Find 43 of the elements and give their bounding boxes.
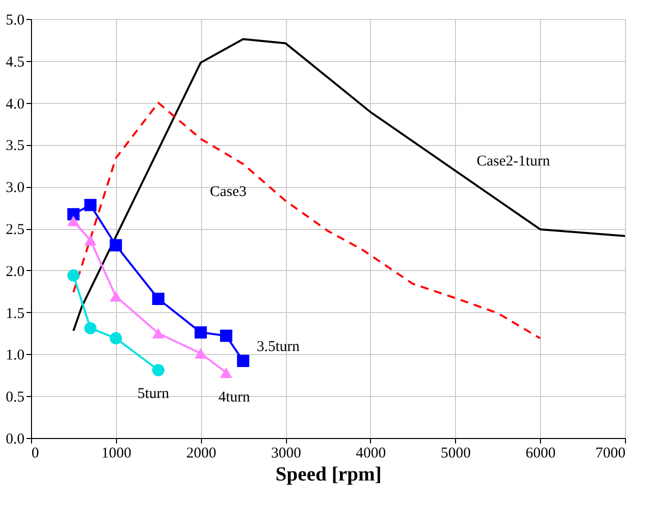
- x-tick-label: 3000: [271, 446, 302, 462]
- point: [110, 291, 122, 302]
- point: [152, 328, 164, 339]
- y-tick-label: 3.5: [6, 138, 24, 154]
- series-label: 3.5turn: [256, 338, 300, 355]
- series-label: Case2-1turn: [476, 154, 550, 170]
- y-tick-label: 3.0: [6, 180, 24, 196]
- x-tick-label: 0: [32, 446, 39, 462]
- x-tick-label: 2000: [186, 446, 216, 462]
- x-axis-title: Speed [rpm]: [275, 464, 382, 486]
- y-tick-label: 2.0: [6, 264, 24, 280]
- point: [67, 216, 80, 226]
- x-tick-label: 1000: [101, 446, 132, 462]
- point: [152, 292, 164, 306]
- x-tick-label: 5000: [440, 446, 471, 462]
- point: [220, 330, 232, 342]
- point: [152, 364, 164, 376]
- point: [194, 326, 207, 339]
- x-tick-label: 7000: [596, 446, 626, 462]
- point: [84, 198, 97, 212]
- point: [110, 239, 122, 252]
- point: [220, 367, 232, 378]
- point: [84, 234, 97, 246]
- point: [110, 332, 122, 344]
- y-tick-label: 0.5: [6, 390, 24, 406]
- x-tick-label: 4000: [356, 446, 386, 462]
- series-label: 4turn: [218, 390, 250, 406]
- point: [84, 322, 97, 334]
- series-label: Case3: [210, 184, 246, 200]
- y-tick-label: 1.5: [6, 306, 24, 322]
- y-tick-label: 2.5: [6, 222, 24, 238]
- series-label: 5turn: [137, 386, 170, 402]
- y-tick-label: 4.0: [6, 96, 24, 112]
- y-tick-label: 0.0: [6, 432, 24, 448]
- y-tick-label: 5.0: [6, 12, 24, 28]
- y-tick-label: 4.5: [6, 54, 24, 70]
- point: [237, 354, 250, 368]
- x-tick-label: 6000: [526, 446, 556, 462]
- point: [67, 208, 80, 220]
- point: [67, 269, 80, 282]
- point: [194, 348, 207, 359]
- y-tick-label: 1.0: [6, 348, 24, 364]
- line-series: [72, 38, 626, 332]
